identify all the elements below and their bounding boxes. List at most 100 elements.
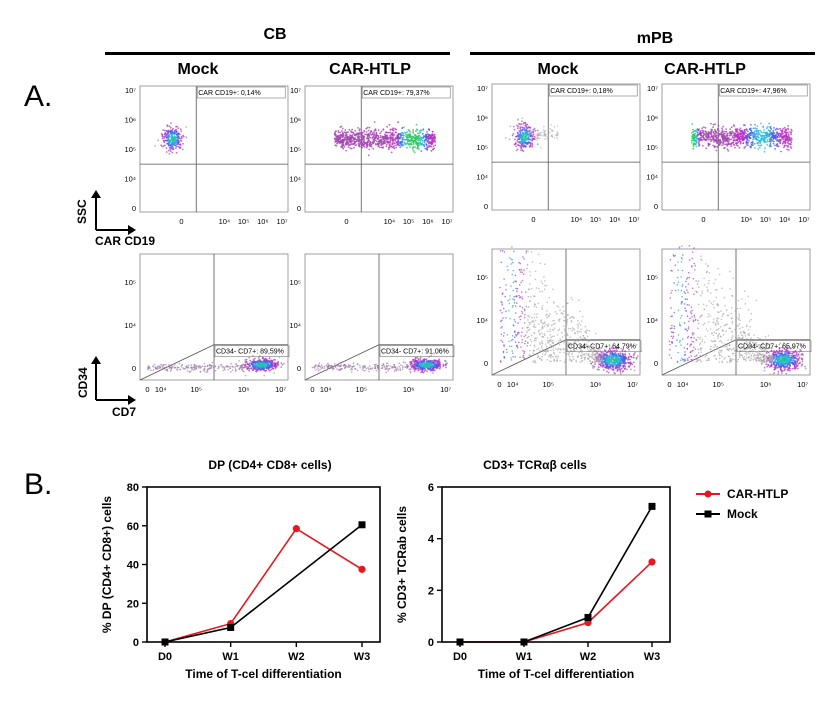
facs-event	[549, 334, 551, 336]
facs-event	[521, 144, 523, 146]
facs-event	[427, 143, 430, 145]
facs-event	[264, 369, 266, 372]
facs-frame	[491, 83, 641, 211]
facs-event	[769, 140, 772, 143]
facs-event	[347, 366, 349, 368]
facs-event	[521, 142, 524, 145]
facs-event	[700, 136, 703, 139]
facs-event	[172, 365, 174, 368]
facs-event	[576, 344, 578, 347]
facs-event	[217, 367, 219, 370]
facs-event	[413, 361, 416, 363]
facs-event	[433, 368, 435, 371]
facs-event	[621, 352, 624, 355]
facs-event	[373, 140, 376, 143]
facs-event	[612, 369, 615, 372]
facs-event	[561, 336, 564, 338]
facs-y-tick: 10⁷	[125, 86, 136, 95]
facs-event	[733, 144, 736, 147]
facs-event	[516, 333, 519, 336]
facs-event	[339, 126, 342, 128]
facs-event	[369, 145, 371, 148]
facs-event	[541, 355, 543, 358]
facs-event	[531, 140, 533, 142]
facs-event	[409, 146, 411, 148]
facs-event	[576, 323, 579, 326]
facs-x-tick: 0	[497, 380, 501, 389]
facs-event	[531, 136, 534, 138]
facs-event	[386, 125, 388, 128]
facs-event	[584, 344, 587, 346]
facs-event	[536, 313, 538, 315]
facs-event	[743, 133, 746, 136]
facs-event	[385, 145, 388, 148]
facs-event	[365, 146, 368, 149]
facs-event	[186, 365, 188, 367]
facs-event	[731, 136, 734, 139]
facs-event	[315, 369, 317, 371]
facs-event	[763, 150, 766, 153]
facs-event	[512, 289, 514, 292]
facs-event	[409, 370, 412, 373]
facs-event	[220, 364, 223, 366]
facs-event	[421, 369, 424, 371]
facs-event	[782, 136, 785, 139]
facs-event	[589, 359, 591, 362]
facs-event	[510, 263, 512, 265]
facs-event	[612, 361, 614, 364]
facs-event	[367, 129, 370, 132]
facs-event	[372, 138, 375, 141]
facs-x-tick: 0	[310, 385, 314, 394]
facs-event	[553, 126, 556, 128]
facs-event	[373, 121, 376, 123]
facs-event	[258, 359, 261, 361]
facs-event	[422, 362, 425, 365]
facs-event	[606, 359, 609, 361]
facs-event	[569, 317, 571, 319]
facs-event	[771, 134, 774, 136]
facs-event	[516, 331, 519, 334]
facs-event	[767, 133, 769, 136]
condition-title-mpb-mock: Mock	[537, 61, 579, 78]
facs-event	[727, 142, 730, 144]
facs-event	[551, 135, 554, 138]
facs-event	[251, 365, 254, 368]
facs-event	[533, 323, 536, 326]
facs-event	[519, 126, 522, 128]
facs-x-tick: 0	[701, 215, 705, 224]
facs-event	[528, 300, 531, 303]
facs-event	[375, 131, 378, 134]
facs-event	[502, 292, 504, 295]
facs-event	[701, 139, 704, 141]
facs-event	[406, 135, 408, 138]
facs-event	[566, 302, 569, 305]
facs-event	[169, 129, 172, 132]
facs-event	[507, 299, 509, 302]
facs-event	[317, 368, 319, 370]
facs-event	[438, 358, 441, 361]
facs-event	[542, 336, 544, 338]
facs-event	[527, 306, 530, 308]
facs-event	[537, 355, 540, 358]
facs-event	[351, 140, 354, 143]
facs-event	[721, 127, 723, 130]
facs-event	[545, 323, 547, 326]
facs-event	[597, 343, 600, 346]
facs-event	[378, 369, 380, 371]
facs-event	[406, 146, 408, 149]
facs-event	[515, 287, 517, 290]
facs-event	[378, 140, 380, 143]
facs-event	[546, 316, 548, 319]
facs-event	[172, 148, 175, 151]
facs-event	[432, 372, 434, 374]
facs-plot-cd34-cd7-3: 10⁵ 10⁴ 0 0 10⁴ 10⁵ 10⁶ 10⁷ CD34- CD7+: 65,97%	[640, 245, 812, 411]
facs-event	[526, 344, 529, 347]
facs-event	[268, 364, 270, 367]
facs-event	[335, 130, 337, 133]
facs-event	[175, 128, 177, 131]
facs-event	[752, 136, 755, 139]
facs-event	[190, 366, 193, 369]
facs-event	[168, 365, 171, 367]
facs-event	[707, 143, 710, 146]
facs-event	[182, 142, 184, 145]
